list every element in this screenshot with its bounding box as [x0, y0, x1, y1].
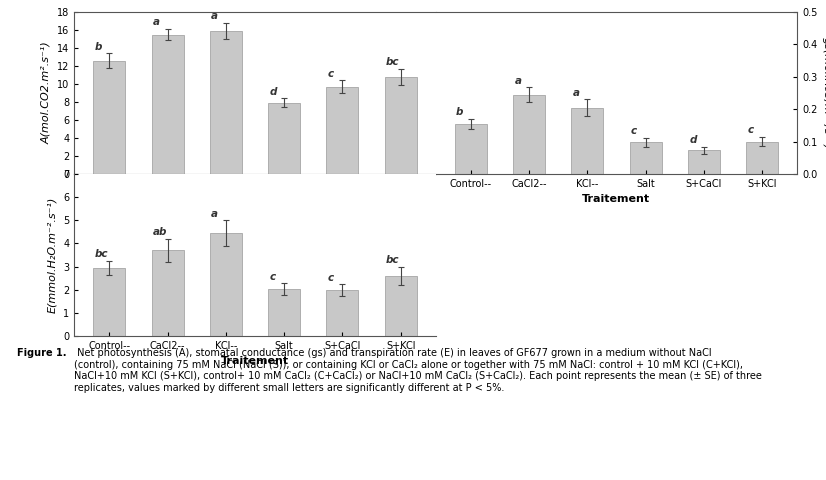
Text: Figure 1.: Figure 1. [17, 348, 66, 358]
Text: c: c [328, 69, 334, 79]
Y-axis label: E(mmol.H₂O.m⁻².s⁻¹): E(mmol.H₂O.m⁻².s⁻¹) [48, 197, 58, 313]
Bar [572, 108, 603, 174]
Bar [454, 124, 487, 174]
Bar [746, 142, 778, 174]
Bar [93, 60, 126, 174]
Text: a: a [515, 75, 521, 85]
Bar [513, 95, 545, 174]
Bar [268, 289, 300, 336]
Text: ab: ab [153, 228, 168, 238]
Text: c: c [631, 126, 637, 136]
Text: bc: bc [387, 57, 400, 67]
Bar [688, 150, 720, 174]
Bar [629, 142, 662, 174]
Text: b: b [456, 107, 463, 117]
Bar [326, 87, 358, 174]
Bar [385, 276, 417, 336]
Bar [210, 31, 242, 174]
Text: c: c [269, 272, 276, 282]
Y-axis label: gs(mol.H₂O/m⁻¹/s⁻¹): gs(mol.H₂O/m⁻¹/s⁻¹) [821, 37, 826, 149]
X-axis label: Traitement: Traitement [582, 194, 650, 204]
Text: a: a [153, 17, 160, 27]
Text: d: d [689, 135, 696, 145]
Text: a: a [211, 209, 218, 219]
Text: Net photosynthesis (A), stomatal conductance (gs) and transpiration rate (E) in : Net photosynthesis (A), stomatal conduct… [74, 348, 762, 393]
Bar [385, 77, 417, 174]
Bar [93, 268, 126, 336]
Text: a: a [211, 11, 218, 21]
Text: c: c [328, 273, 334, 283]
Bar [326, 290, 358, 336]
Text: b: b [95, 42, 102, 52]
Text: d: d [269, 86, 277, 96]
Bar [210, 233, 242, 336]
Bar [151, 35, 183, 174]
X-axis label: Traitement: Traitement [221, 357, 289, 366]
Text: c: c [748, 125, 753, 135]
Y-axis label: A(mol.CO2.m².s⁻¹): A(mol.CO2.m².s⁻¹) [41, 42, 51, 144]
Bar [151, 251, 183, 336]
Text: bc: bc [95, 250, 108, 259]
Bar [268, 103, 300, 174]
Text: bc: bc [387, 255, 400, 265]
Text: a: a [572, 87, 580, 97]
